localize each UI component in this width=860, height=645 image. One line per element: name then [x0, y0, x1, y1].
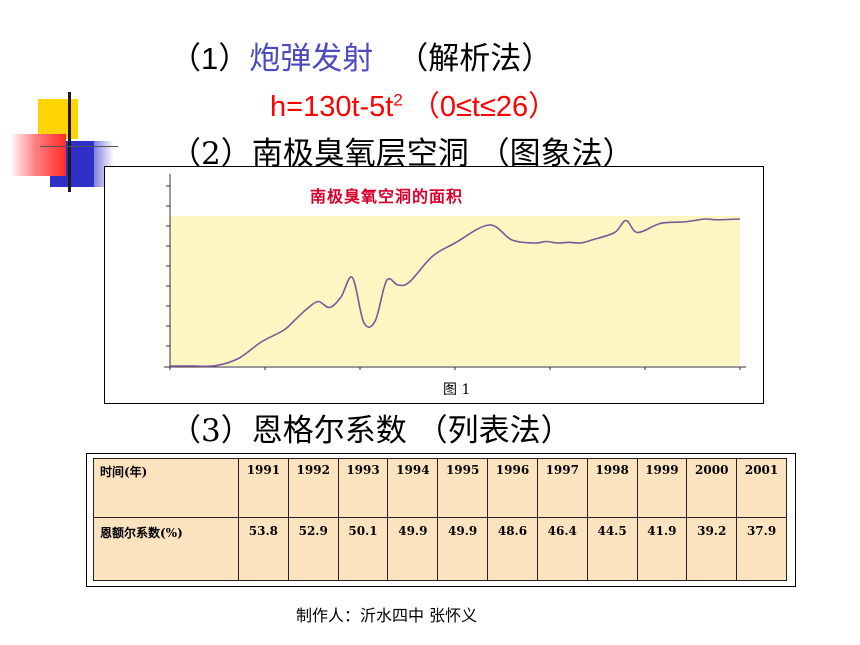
- year-cell: 1994: [387, 458, 439, 518]
- formula: h=130t-5t2 （0≤t≤26）: [270, 83, 557, 125]
- year-cell: 1996: [487, 458, 538, 518]
- year-cell: 1993: [337, 458, 389, 518]
- year-cell: 1991: [238, 458, 289, 518]
- coefficient-cell: 41.9: [636, 516, 688, 582]
- row-header-coefficients: 恩额尔系数(%): [93, 516, 239, 582]
- coefficient-cell: 39.2: [686, 516, 738, 582]
- coefficient-cell: 49.9: [387, 516, 439, 582]
- item-1-label: 炮弹发射: [249, 41, 374, 77]
- decor-red-square: [10, 134, 66, 176]
- year-cell: 2000: [686, 458, 738, 518]
- year-cell: 1995: [437, 458, 489, 518]
- year-cell: 1997: [536, 458, 588, 518]
- year-cell: 1998: [586, 458, 638, 518]
- item-1: （1）炮弹发射 （解析法）: [170, 33, 552, 78]
- item-1-method: （解析法）: [397, 41, 553, 77]
- row-header-years: 时间(年): [93, 458, 239, 518]
- item-3-label: 恩格尔系数: [251, 413, 417, 449]
- coefficient-cell: 46.4: [536, 516, 588, 582]
- table-row-years: 时间(年) 1991 1992 1993 1994 1995 1996 1997…: [93, 458, 787, 518]
- coefficient-cell: 53.8: [238, 516, 289, 582]
- author-credit: 制作人：沂水四中 张怀义: [296, 606, 478, 625]
- item-3-number: （3）: [170, 413, 252, 449]
- item-3-method: （列表法）: [416, 413, 572, 449]
- decor-vertical-line: [68, 92, 71, 192]
- decor-yellow-square: [38, 99, 78, 139]
- engel-table: 时间(年) 1991 1992 1993 1994 1995 1996 1997…: [93, 458, 787, 582]
- item-3: （3）恩格尔系数 （列表法）: [170, 405, 572, 450]
- chart-caption: 图 1: [443, 382, 471, 398]
- ozone-chart: [164, 174, 746, 370]
- coefficient-cell: 52.9: [287, 516, 339, 582]
- year-cell: 1999: [636, 458, 688, 518]
- year-cell: 1992: [287, 458, 339, 518]
- plot-area: [170, 216, 740, 366]
- coefficient-cell: 49.9: [437, 516, 489, 582]
- chart-axes: [164, 174, 746, 370]
- item-1-number: （1）: [170, 41, 250, 76]
- series-line: [169, 218, 741, 368]
- coefficient-cell: 48.6: [487, 516, 538, 582]
- formula-range: （0≤t≤26）: [402, 91, 558, 123]
- chart-title: 南极臭氧空洞的面积: [310, 187, 464, 206]
- year-cell: 2001: [736, 458, 787, 518]
- engel-table-frame: 时间(年) 1991 1992 1993 1994 1995 1996 1997…: [86, 453, 796, 587]
- formula-main: h=130t-5t: [270, 91, 394, 123]
- table-row-coefficients: 恩额尔系数(%) 53.8 52.9 50.1 49.9 49.9 48.6 4…: [93, 516, 787, 582]
- decor-horizontal-line: [40, 146, 118, 147]
- coefficient-cell: 44.5: [586, 516, 638, 582]
- formula-exponent: 2: [393, 90, 403, 110]
- coefficient-cell: 50.1: [337, 516, 389, 582]
- coefficient-cell: 37.9: [736, 516, 787, 582]
